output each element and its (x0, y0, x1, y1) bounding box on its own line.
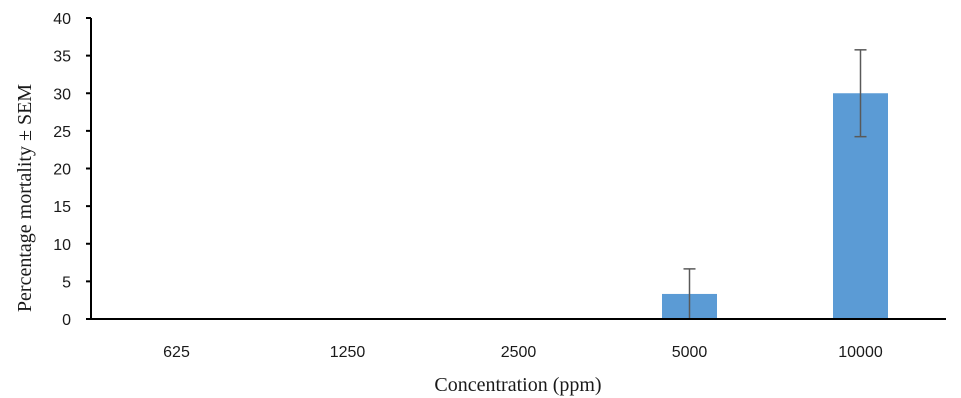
bar-series (662, 93, 888, 319)
y-axis-title: Percentage mortality ± SEM (14, 84, 36, 312)
y-tick-label: 10 (53, 237, 71, 254)
x-tick-label: 2500 (501, 344, 537, 361)
y-tick-label: 15 (53, 199, 71, 216)
x-axis-title: Concentration (ppm) (434, 374, 601, 396)
y-tick-label: 30 (53, 86, 71, 103)
y-axis-ticks: 0 5 10 15 20 25 30 35 40 (53, 11, 91, 329)
error-bar (854, 49, 867, 138)
x-tick-label: 1250 (330, 344, 366, 361)
y-tick-label: 20 (53, 162, 71, 179)
y-tick-label: 35 (53, 49, 71, 66)
x-axis-ticks: 625 1250 2500 5000 10000 (163, 344, 883, 361)
x-tick-label: 625 (163, 344, 190, 361)
x-tick-label: 5000 (672, 344, 708, 361)
x-tick-label: 10000 (838, 344, 883, 361)
y-tick-label: 25 (53, 124, 71, 141)
y-tick-label: 40 (53, 11, 71, 28)
y-tick-label: 5 (62, 274, 71, 291)
y-tick-label: 0 (62, 312, 71, 329)
